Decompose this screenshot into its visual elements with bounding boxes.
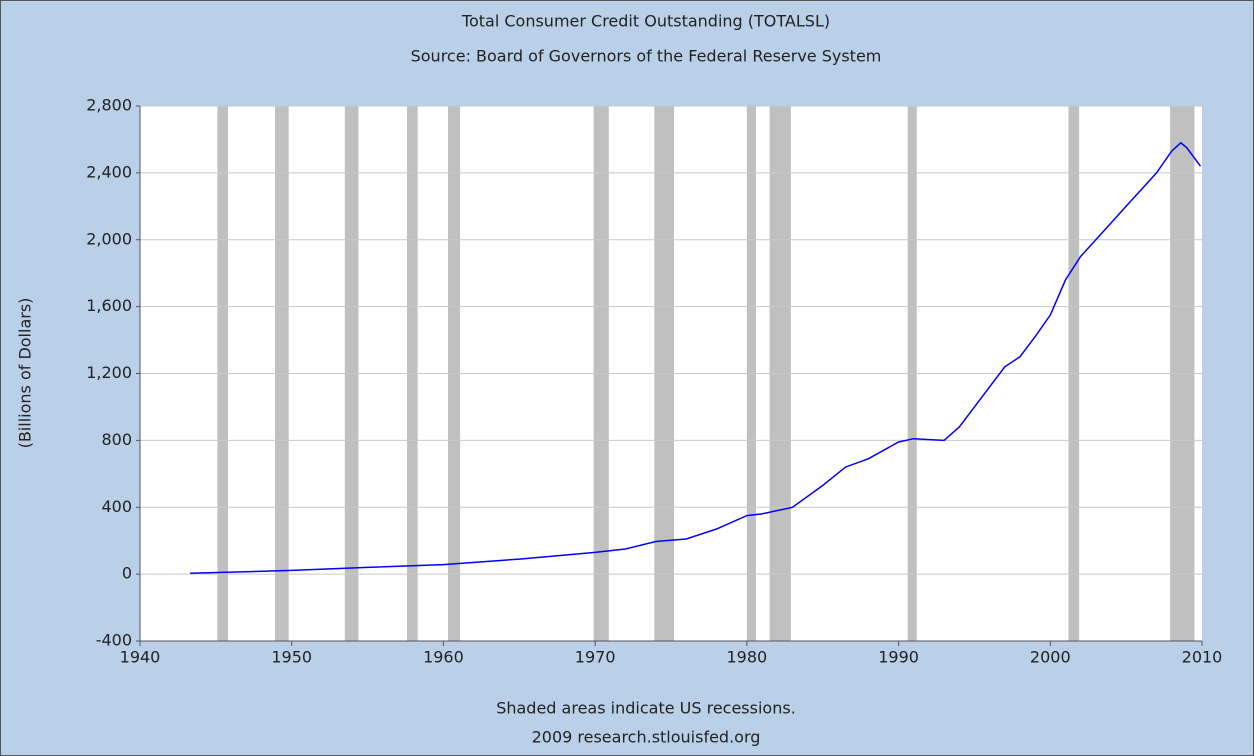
x-tick-label: 1950 bbox=[271, 648, 312, 667]
x-tick-label: 1940 bbox=[120, 648, 161, 667]
y-tick-label: 2,800 bbox=[86, 96, 132, 115]
x-tick-label: 1980 bbox=[726, 648, 767, 667]
note: 2009 research.stlouisfed.org bbox=[532, 728, 761, 747]
x-tick-label: 2000 bbox=[1030, 648, 1071, 667]
y-tick-label: 800 bbox=[101, 430, 132, 449]
x-tick-label: 1970 bbox=[575, 648, 616, 667]
chart-title: Total Consumer Credit Outstanding (TOTAL… bbox=[461, 12, 830, 31]
x-tick-label: 1960 bbox=[423, 648, 464, 667]
data-line bbox=[190, 141, 1202, 575]
y-axis-label: (Billions of Dollars) bbox=[16, 298, 35, 449]
y-tick-label: 1,200 bbox=[86, 363, 132, 382]
y-tick-label: 2,000 bbox=[86, 229, 132, 248]
x-tick-label: 2010 bbox=[1182, 648, 1223, 667]
y-tick-label: -400 bbox=[96, 631, 132, 650]
y-tick-label: 400 bbox=[101, 497, 132, 516]
chart-subtitle: Source: Board of Governors of the Federa… bbox=[411, 47, 882, 66]
note: Shaded areas indicate US recessions. bbox=[496, 699, 796, 718]
y-tick-label: 0 bbox=[122, 564, 132, 583]
x-tick-label: 1990 bbox=[878, 648, 919, 667]
y-tick-label: 2,400 bbox=[86, 162, 132, 181]
y-tick-label: 1,600 bbox=[86, 296, 132, 315]
